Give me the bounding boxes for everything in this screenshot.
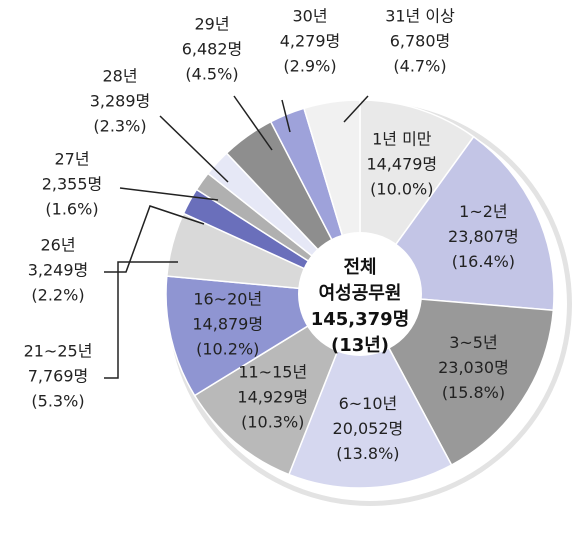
leader-line — [159, 115, 229, 183]
slice — [287, 292, 453, 489]
percent-label: (2.3%) — [93, 117, 146, 136]
category-label: 1~2년 — [459, 202, 508, 221]
leader-line — [104, 261, 178, 379]
labels: 1년 미만 14,479명 (10.0%) 1~2년 23,807명 (16.4%) 3~5… — [24, 7, 519, 464]
center-label: 전체 — [343, 257, 376, 278]
slice — [358, 293, 555, 467]
leader-line — [233, 95, 273, 151]
category-label: 3~5년 — [449, 333, 498, 352]
percent-label: (2.9%) — [283, 57, 336, 76]
category-label: 6~10년 — [339, 394, 398, 413]
value-label: 23,030명 — [438, 358, 509, 377]
category-label: 31년 이상 — [385, 7, 455, 26]
center-label: 여성공무원 — [319, 283, 402, 304]
category-label: 26년 — [40, 236, 75, 255]
value-label: 14,879명 — [192, 314, 263, 333]
category-label: 29년 — [194, 15, 229, 34]
leader-line — [104, 205, 205, 273]
category-label: 27년 — [54, 150, 89, 169]
category-label: 21~25년 — [24, 342, 93, 361]
leader-line — [281, 99, 291, 133]
percent-label: (2.2%) — [31, 286, 84, 305]
category-label: 16~20년 — [193, 289, 262, 308]
category-label: 1년 미만 — [372, 129, 432, 148]
percent-label: (10.0%) — [370, 179, 433, 198]
leader-line — [343, 95, 369, 123]
category-label: 11~15년 — [238, 363, 307, 382]
leader-line — [119, 187, 219, 201]
percent-label: (10.3%) — [241, 413, 304, 432]
value-label: 3,249명 — [28, 261, 89, 280]
center-label: (13년) — [331, 335, 389, 356]
value-label: 6,780명 — [390, 32, 451, 51]
value-label: 2,355명 — [42, 175, 103, 194]
category-label: 30년 — [292, 7, 327, 26]
value-label: 6,482명 — [182, 40, 243, 59]
center-label: 145,379명 — [311, 309, 410, 330]
value-label: 7,769명 — [28, 367, 89, 386]
percent-label: (10.2%) — [196, 339, 259, 358]
percent-label: (1.6%) — [45, 200, 98, 219]
value-label: 23,807명 — [448, 227, 519, 246]
value-label: 4,279명 — [280, 32, 341, 51]
value-label: 20,052명 — [333, 419, 404, 438]
percent-label: (4.7%) — [393, 57, 446, 76]
percent-label: (4.5%) — [185, 65, 238, 84]
percent-label: (5.3%) — [31, 392, 84, 411]
value-label: 3,289명 — [90, 92, 151, 111]
category-label: 28년 — [102, 67, 137, 86]
donut-hole — [298, 232, 422, 356]
value-label: 14,929명 — [237, 388, 308, 407]
value-label: 14,479명 — [366, 154, 437, 173]
percent-label: (16.4%) — [452, 252, 515, 271]
percent-label: (15.8%) — [442, 383, 505, 402]
percent-label: (13.8%) — [336, 444, 399, 463]
